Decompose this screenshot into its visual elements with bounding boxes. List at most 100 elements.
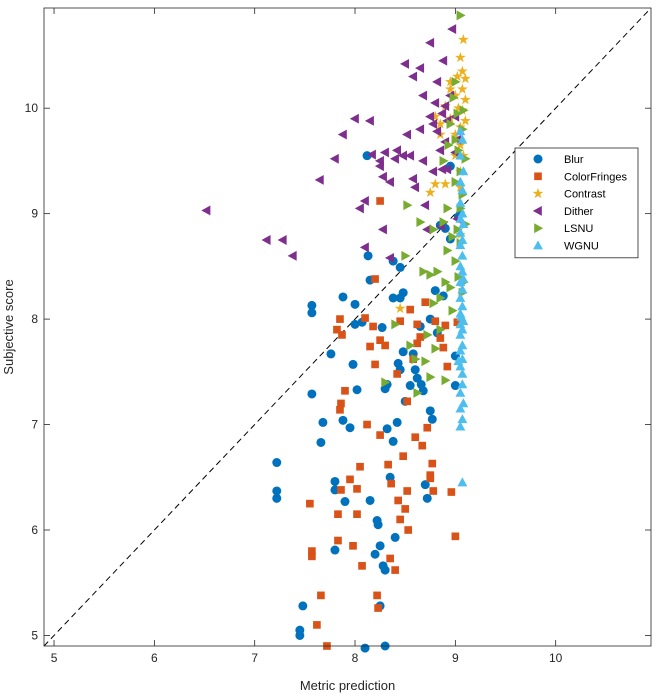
data-point-wgnu [453,356,464,366]
data-point-wgnu [455,197,466,207]
data-point-lsnu [391,319,401,330]
data-point-dither [359,196,369,206]
data-point-colorfringes [421,298,430,307]
data-point-blur [330,545,340,555]
data-point-dither [418,155,428,166]
data-point-blur [340,497,350,507]
data-point-dither [408,71,418,82]
legend-item-contrast: Contrast [532,187,606,201]
data-point-dither [366,149,376,160]
data-point-dither [447,24,457,35]
y-tick-label: 8 [31,312,38,326]
data-point-lsnu [451,134,461,145]
data-point-lsnu [421,356,431,367]
data-point-colorfringes [333,325,341,334]
data-point-wgnu [455,240,466,250]
data-point-lsnu [431,343,441,354]
data-point-colorfringes [439,343,448,352]
data-point-dither [287,250,297,261]
data-point-wgnu [457,414,468,424]
data-point-colorfringes [403,397,412,406]
data-point-lsnu [403,200,413,211]
data-point-dither [337,129,347,140]
data-point-wgnu [455,126,466,136]
data-point-colorfringes [381,341,389,350]
data-point-dither [354,203,364,214]
data-point-wgnu [455,403,466,413]
x-tick-label: 10 [549,651,563,665]
data-point-lsnu [413,387,423,398]
data-point-dither [314,174,324,185]
data-point-dither [329,153,339,164]
x-axis-label: Metric prediction [300,678,395,693]
data-point-dither [364,115,374,126]
data-point-colorfringes [313,621,321,629]
data-point-lsnu [448,231,458,242]
data-point-dither [435,145,445,156]
data-point-wgnu [457,208,468,218]
data-point-dither [432,76,442,87]
data-point-contrast [460,94,471,105]
data-point-dither [410,182,420,193]
data-point-wgnu [457,368,468,378]
data-point-colorfringes [337,399,345,408]
legend-item-lsnu: LSNU [534,223,593,235]
data-point-lsnu [448,305,458,316]
data-point-colorfringes [396,515,404,524]
data-point-blur [405,381,415,391]
data-point-colorfringes [369,322,377,331]
data-point-colorfringes [308,552,316,561]
data-point-contrast [455,139,466,150]
data-point-colorfringes [423,423,432,432]
data-point-dither [425,37,435,48]
data-point-dither [428,119,438,129]
data-point-dither [405,150,415,161]
data-point-dither [420,200,430,211]
data-point-dither [425,111,435,122]
data-point-lsnu [451,76,461,87]
data-point-colorfringes [391,566,399,574]
legend-label: LSNU [564,223,593,235]
data-point-dither [428,166,438,177]
data-point-dither [437,108,447,119]
data-point-lsnu [401,250,411,261]
data-point-wgnu [456,311,467,321]
data-point-blur [338,292,348,302]
data-point-blur [427,414,437,424]
data-point-colorfringes [334,536,342,545]
data-point-contrast [434,118,446,129]
data-point-contrast [394,302,406,314]
data-point-lsnu [406,340,416,351]
data-point-blur [307,389,317,399]
data-point-contrast [452,70,463,82]
data-point-lsnu [411,354,421,365]
data-point-colorfringes [416,333,425,341]
data-point-wgnu [455,387,466,397]
data-point-colorfringes [341,386,349,395]
data-point-colorfringes [387,479,395,488]
legend-marker-blur [533,154,543,164]
data-point-blur [272,486,282,496]
data-point-colorfringes [404,526,413,534]
data-point-dither [415,63,425,74]
data-point-lsnu [423,329,433,340]
data-point-lsnu [456,10,466,21]
y-tick-label: 6 [31,523,38,537]
data-point-dither [277,235,287,245]
data-point-colorfringes [399,452,408,461]
data-point-contrast [455,51,466,63]
data-point-dither [261,235,271,245]
data-point-dither [384,252,394,263]
data-point-dither [201,205,211,216]
data-point-blur [326,349,336,359]
legend-label: Blur [564,154,584,166]
data-point-blur [410,365,420,375]
data-point-lsnu [453,224,463,235]
data-point-wgnu [458,398,469,408]
y-tick-label: 5 [31,628,38,642]
data-point-blur [352,385,362,395]
data-point-blur [316,437,326,447]
data-point-lsnu [429,298,439,309]
data-point-colorfringes [431,317,440,326]
x-tick-label: 7 [251,651,258,665]
